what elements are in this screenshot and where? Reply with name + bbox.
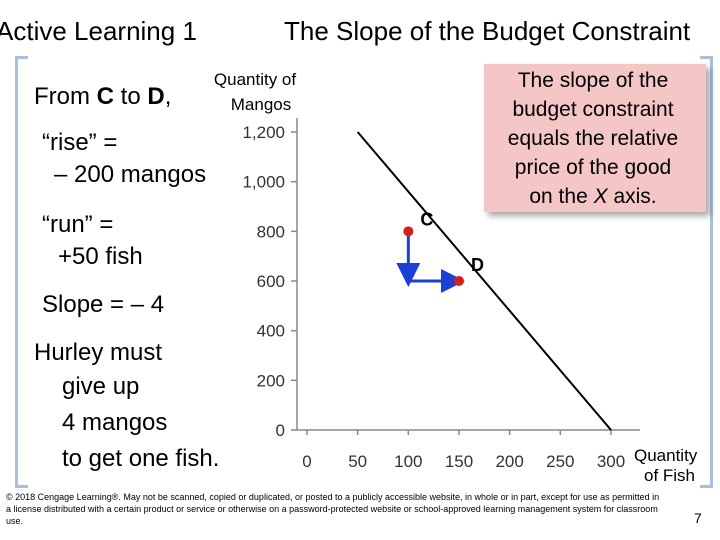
- x-tick-label: 250: [546, 452, 574, 471]
- x-tick-label: 0: [302, 452, 311, 471]
- x-tick-label: 300: [597, 452, 625, 471]
- point-c-ref: C: [96, 83, 115, 110]
- hurley-line-3: 4 mangos: [62, 409, 168, 436]
- left-bracket-decoration: [15, 56, 28, 488]
- hurley-line-1: Hurley must: [34, 339, 163, 366]
- y-tick-label: 800: [257, 222, 285, 241]
- slide-title: The Slope of the Budget Constraint: [284, 16, 691, 46]
- point-label-c: C: [420, 209, 433, 229]
- run-value: +50 fish: [58, 243, 143, 270]
- x-tick-label: 200: [495, 452, 523, 471]
- callout-line-1: The slope of the: [517, 69, 669, 92]
- y-axis-label-line-2: Mangos: [230, 95, 292, 114]
- x-axis-label-line-1: Quantity: [634, 446, 698, 465]
- callout-box: The slope of the budget constraint equal…: [484, 64, 706, 212]
- y-tick-label: 600: [257, 272, 285, 291]
- x-axis-label-line-2: of Fish: [644, 466, 696, 485]
- point-d: [454, 276, 464, 286]
- callout-line-3: equals the relative: [507, 127, 679, 150]
- intro-text: From C to D,: [34, 83, 172, 110]
- y-axis-label-line-1: Quantity of: [213, 70, 297, 89]
- y-tick-label: 400: [257, 322, 285, 341]
- callout-line-2: budget constraint: [512, 98, 674, 121]
- rise-value: – 200 mangos: [54, 161, 207, 188]
- hurley-line-4: to get one fish.: [62, 445, 220, 472]
- y-tick-label: 0: [276, 421, 285, 440]
- point-c: [403, 226, 414, 237]
- slope-text: Slope = – 4: [42, 291, 165, 318]
- y-tick-label: 1,200: [242, 123, 285, 142]
- slide-label: Active Learning 1: [0, 16, 197, 46]
- x-tick-label: 150: [445, 452, 473, 471]
- rise-label: “rise” =: [42, 129, 118, 156]
- right-bracket-decoration: [700, 56, 713, 488]
- y-tick-label: 200: [257, 371, 285, 390]
- copyright-notice: © 2018 Cengage Learning®. May not be sca…: [6, 492, 660, 526]
- callout-line-4: price of the good: [514, 156, 672, 179]
- callout-line-5: on the X axis.: [529, 185, 657, 208]
- page-number: 7: [694, 510, 702, 526]
- run-label: “run” =: [42, 211, 114, 238]
- budget-constraint-line: [356, 131, 612, 431]
- y-tick-label: 1,000: [242, 173, 285, 192]
- x-tick-label: 50: [348, 452, 367, 471]
- point-label-d: D: [471, 255, 484, 275]
- point-d-ref: D: [147, 83, 165, 110]
- x-tick-label: 100: [394, 452, 422, 471]
- hurley-line-2: give up: [62, 373, 140, 400]
